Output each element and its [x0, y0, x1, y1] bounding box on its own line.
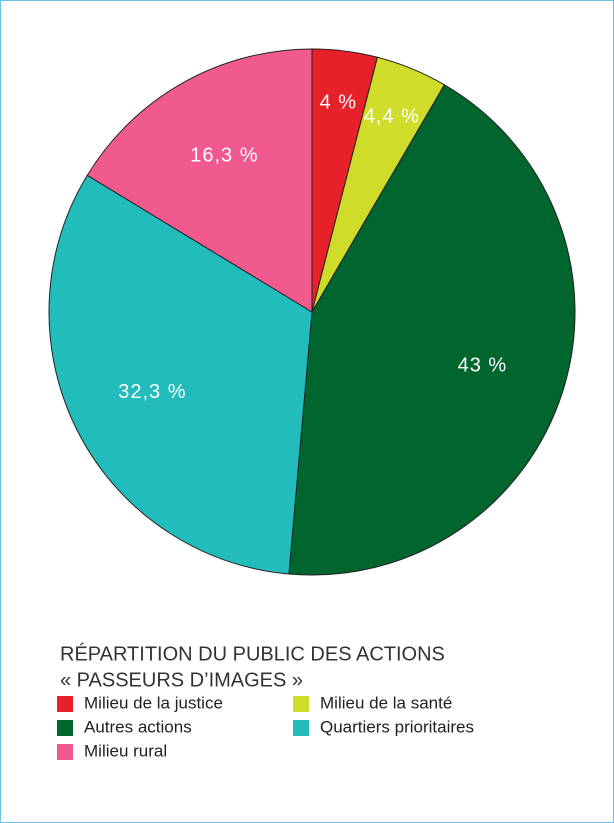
- legend-swatch: [57, 696, 73, 712]
- legend-swatch: [57, 744, 73, 760]
- legend-label: Milieu rural: [84, 741, 167, 760]
- pie-slice: [288, 84, 576, 576]
- legend-label: Milieu de la santé: [320, 693, 452, 712]
- legend-label: Milieu de la justice: [84, 693, 223, 712]
- legend-swatch: [293, 720, 309, 736]
- legend-swatch: [57, 720, 73, 736]
- legend-label: Autres actions: [84, 717, 192, 736]
- value-label: 4,4 %: [364, 106, 420, 128]
- value-label: 32,3 %: [118, 381, 186, 403]
- value-label: 43 %: [458, 354, 508, 376]
- chart-title: « PASSEURS D’IMAGES »: [60, 669, 303, 691]
- pie-slice: [48, 174, 313, 575]
- value-label: 4 %: [320, 92, 357, 114]
- legend-label: Quartiers prioritaires: [320, 717, 474, 736]
- chart-title: RÉPARTITION DU PUBLIC DES ACTIONS: [60, 642, 445, 665]
- legend-swatch: [293, 696, 309, 712]
- pie-slice: [86, 48, 313, 313]
- value-label: 16,3 %: [190, 144, 258, 166]
